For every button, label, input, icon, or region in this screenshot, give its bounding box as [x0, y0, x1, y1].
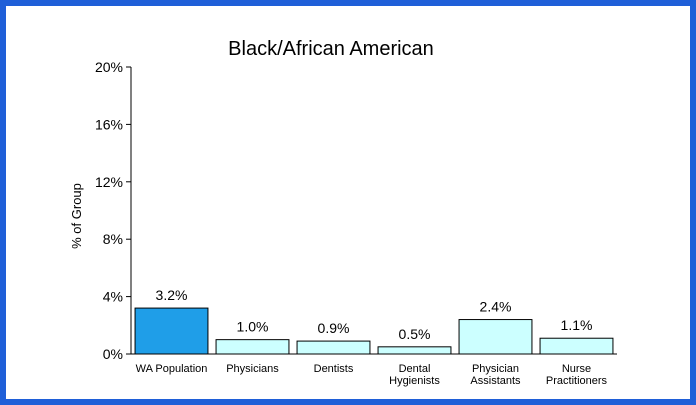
y-tick-label: 8%	[103, 231, 123, 247]
data-label: 0.9%	[318, 320, 350, 336]
data-label: 1.0%	[237, 319, 269, 335]
chart-title: Black/African American	[228, 38, 434, 60]
y-tick-label: 16%	[95, 116, 123, 132]
category-label: WA Population	[136, 363, 208, 375]
category-label: Practitioners	[546, 375, 608, 387]
category-label: Dental	[399, 363, 431, 375]
y-tick-label: 12%	[95, 174, 123, 190]
y-axis-ticks: 0% 4% 8% 12% 16% 20%	[95, 59, 131, 362]
category-label: Physician	[472, 363, 519, 375]
y-tick-label: 0%	[103, 346, 123, 362]
bar	[296, 340, 371, 355]
data-label: 0.5%	[399, 326, 431, 342]
bar	[458, 319, 533, 355]
data-label: 1.1%	[561, 317, 593, 333]
y-axis-label: % of Group	[69, 183, 84, 249]
data-label: 3.2%	[156, 287, 188, 303]
bars	[134, 307, 614, 355]
category-label: Nurse	[562, 363, 591, 375]
bar-chart: Black/African American % of Group 0% 4% 8%…	[69, 38, 617, 387]
bar	[539, 337, 614, 355]
data-label: 2.4%	[480, 299, 512, 315]
category-labels: WA Population Physicians Dentists DentalHyg…	[136, 363, 608, 387]
category-label: Assistants	[470, 375, 521, 387]
y-tick-label: 4%	[103, 289, 123, 305]
category-label: Dentists	[314, 363, 354, 375]
bar	[134, 307, 209, 355]
bar	[215, 339, 290, 355]
data-labels: 3.2% 1.0% 0.9% 0.5% 2.4% 1.1%	[156, 287, 593, 342]
bar	[377, 346, 452, 355]
category-label: Physicians	[226, 363, 279, 375]
category-label: Hygienists	[389, 375, 440, 387]
y-tick-label: 20%	[95, 59, 123, 75]
